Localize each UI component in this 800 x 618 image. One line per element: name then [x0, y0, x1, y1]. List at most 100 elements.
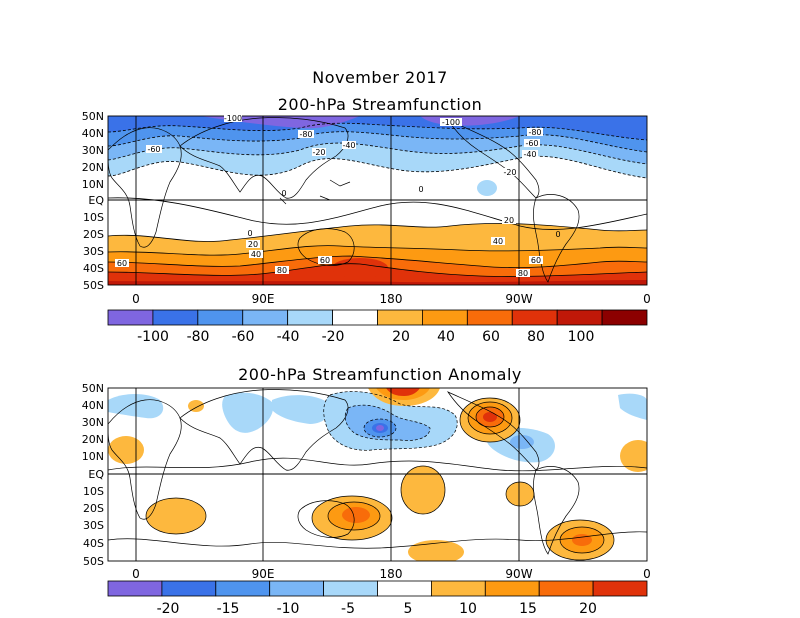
colorbar-swatch: [484, 580, 540, 597]
colorbar-swatch: [466, 309, 513, 326]
contour-label: -60: [525, 139, 538, 148]
colorbar-label: 10: [459, 601, 477, 617]
colorbar-label: -5: [341, 601, 355, 617]
anomaly-colorbar: -20 -15 -10 -5 5 10 15 20: [107, 580, 648, 617]
contour-label: 60: [531, 256, 541, 265]
colorbar-swatch: [197, 309, 244, 326]
contour-label: -60: [147, 145, 160, 154]
lon-label: 90W: [505, 292, 532, 306]
lat-label: 30N: [82, 416, 104, 429]
contour-label: -40: [342, 141, 355, 150]
map1-title: 200-hPa Streamfunction: [277, 95, 483, 114]
contour-label: 60: [320, 256, 330, 265]
lat-label: 10S: [83, 211, 104, 224]
lat-label: 20S: [83, 228, 104, 241]
contour-label: 20: [248, 240, 258, 249]
lat-label: 40S: [83, 262, 104, 275]
lat-label: 20N: [82, 433, 104, 446]
contour-label: -100: [224, 114, 242, 123]
map2-title: 200-hPa Streamfunction Anomaly: [238, 365, 522, 384]
streamfunction-anomaly-map: 50N 40N 30N 20N 10N EQ 10S 20S 30S 40S 5…: [82, 382, 651, 581]
contour-label: 80: [518, 269, 528, 278]
colorbar-label: -80: [187, 329, 210, 345]
colorbar-swatch: [556, 309, 603, 326]
lat-label: 20S: [83, 502, 104, 515]
colorbar-swatch: [323, 580, 378, 597]
contour-label: 0: [555, 230, 560, 239]
colorbar-swatch: [601, 309, 648, 326]
lat-label: EQ: [88, 468, 104, 481]
lat-label: 40S: [83, 537, 104, 550]
contour-label: -20: [503, 168, 516, 177]
colorbar-label: -100: [137, 329, 169, 345]
colorbar-swatch: [242, 309, 289, 326]
contour-label: -100: [442, 118, 460, 127]
contour-label: 40: [251, 250, 261, 259]
lon-label: 90W: [505, 567, 532, 581]
contour-label: -80: [299, 130, 312, 139]
colorbar-swatch: [287, 309, 333, 326]
lon-label: 0: [643, 292, 651, 306]
lon-label: 180: [380, 567, 403, 581]
colorbar-swatch: [107, 309, 154, 326]
lon-label: 180: [380, 292, 403, 306]
colorbar-swatch: [215, 580, 271, 597]
lon-label: 0: [643, 567, 651, 581]
month-title: November 2017: [312, 68, 448, 87]
colorbar-label: 20: [392, 329, 410, 345]
contour-label: -20: [312, 148, 325, 157]
colorbar-swatch: [269, 580, 325, 597]
streamfunction-colorbar: -100 -80 -60 -40 -20 20 40 60 80 100: [107, 309, 648, 345]
lat-label: 50N: [82, 110, 104, 123]
contour-label: 40: [493, 237, 503, 246]
lat-label: 10S: [83, 485, 104, 498]
colorbar-label: 40: [437, 329, 455, 345]
lat-label: 20N: [82, 161, 104, 174]
contour-label: 80: [277, 266, 287, 275]
lat-label: 10N: [82, 450, 104, 463]
colorbar-swatch: [107, 580, 163, 597]
colorbar-label: 15: [519, 601, 537, 617]
lat-label: 30N: [82, 144, 104, 157]
colorbar-swatch: [377, 580, 432, 597]
lat-label: EQ: [88, 194, 104, 207]
lon-label: 0: [132, 567, 140, 581]
lon-label: 90E: [252, 292, 275, 306]
contour-label: -80: [528, 128, 541, 137]
colorbar-label: 60: [482, 329, 500, 345]
colorbar-swatch: [152, 309, 199, 326]
lon-label: 90E: [252, 567, 275, 581]
colorbar-swatch: [592, 580, 648, 597]
colorbar-label: -15: [217, 601, 240, 617]
lat-label: 30S: [83, 519, 104, 532]
colorbar-label: -20: [322, 329, 345, 345]
colorbar-label: 80: [527, 329, 545, 345]
lon-label: 0: [132, 292, 140, 306]
colorbar-label: -10: [277, 601, 300, 617]
colorbar-swatch: [511, 309, 558, 326]
colorbar-label: -40: [277, 329, 300, 345]
colorbar-swatch: [538, 580, 594, 597]
colorbar-label: -20: [157, 601, 180, 617]
colorbar-swatch: [430, 580, 486, 597]
colorbar-label: -60: [232, 329, 255, 345]
contour-label: 60: [117, 259, 127, 268]
contour-label: 0: [247, 229, 252, 238]
colorbar-swatch: [161, 580, 217, 597]
lat-label: 10N: [82, 178, 104, 191]
colorbar-label: 20: [579, 601, 597, 617]
colorbar-swatch: [422, 309, 468, 326]
streamfunction-map: -100 -80 -60 -40 -20 -100 -80 -60 -40 -2…: [82, 110, 651, 306]
lat-label: 50S: [83, 555, 104, 568]
contour-label: 0: [281, 189, 286, 198]
colorbar-swatch: [332, 309, 378, 326]
contour-label: 0: [418, 185, 423, 194]
contour-label: -40: [523, 150, 536, 159]
lat-label: 50S: [83, 279, 104, 292]
lat-label: 40N: [82, 127, 104, 140]
contour-label: 20: [504, 216, 514, 225]
lat-label: 40N: [82, 399, 104, 412]
colorbar-label: 5: [404, 601, 413, 617]
colorbar-swatch: [377, 309, 423, 326]
lat-label: 30S: [83, 245, 104, 258]
